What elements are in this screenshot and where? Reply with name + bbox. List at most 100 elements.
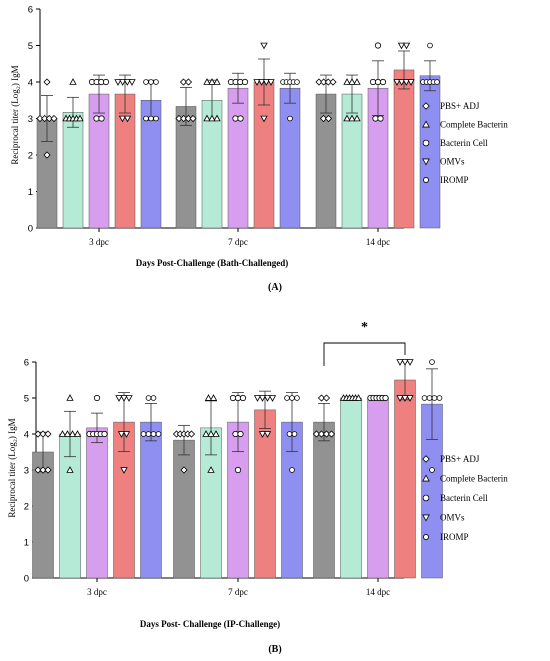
data-point	[153, 79, 159, 85]
data-point	[374, 78, 382, 86]
data-point	[120, 395, 128, 402]
data-point	[426, 395, 433, 401]
data-point	[43, 78, 51, 86]
x-tick-label: 14 dpc	[366, 587, 390, 597]
data-point	[41, 114, 49, 123]
data-point	[239, 394, 247, 402]
legend-label: IROMP	[440, 175, 469, 185]
data-point	[369, 78, 377, 86]
data-point	[66, 466, 74, 473]
data-point	[50, 114, 58, 123]
data-point	[262, 79, 271, 86]
data-point	[406, 395, 414, 402]
data-point	[143, 79, 149, 85]
y-tick-label: 6	[24, 358, 29, 369]
legend-label: PBS+ ADJ	[440, 101, 480, 111]
data-point	[393, 79, 401, 86]
data-point	[324, 114, 333, 123]
data-point	[34, 466, 42, 474]
legend-marker	[422, 139, 430, 147]
y-tick-label: 5	[24, 394, 29, 405]
panel-a-ylabel: Reciprocal titer (Log₂) IgM	[10, 65, 20, 164]
data-point	[73, 430, 82, 437]
data-point	[145, 431, 152, 437]
panel-b-chart: 0 1 2 3 4 5 6 3 dpc 7 dpc 14 dpc PBS+ ADJ Complete …	[24, 320, 509, 597]
data-point	[382, 394, 389, 402]
bar	[393, 69, 415, 229]
data-point	[115, 395, 123, 402]
data-point	[319, 114, 328, 123]
data-point	[44, 466, 52, 474]
data-point	[237, 430, 244, 438]
data-point	[189, 114, 197, 123]
data-point	[180, 114, 188, 123]
data-point	[397, 42, 406, 50]
data-point	[143, 115, 149, 122]
data-point	[202, 430, 210, 437]
bar	[340, 397, 362, 579]
data-point	[322, 394, 331, 402]
data-point	[212, 430, 220, 437]
data-point	[343, 114, 351, 122]
bar	[313, 421, 335, 579]
bar	[227, 87, 249, 229]
data-point	[421, 395, 428, 401]
data-point	[93, 394, 101, 402]
data-point	[237, 115, 244, 122]
data-point	[207, 430, 215, 437]
legend-label: PBS+ ADJ	[440, 454, 480, 464]
data-point	[123, 115, 132, 123]
data-point	[322, 430, 331, 438]
data-point	[407, 79, 415, 86]
data-point	[155, 431, 162, 437]
data-point	[180, 466, 188, 474]
data-point	[402, 79, 411, 86]
panel-a-label: (A)	[268, 282, 282, 293]
y-tick-label: 0	[28, 224, 33, 235]
panel-a-chart: 0 1 2 3 4 5 6 3 dpc 7 dpc 14 dpc PBS+ ADJ Complete …	[28, 5, 509, 248]
data-point	[289, 395, 295, 401]
data-point	[253, 395, 262, 402]
data-point	[379, 78, 387, 86]
y-tick-label: 6	[28, 5, 33, 16]
bar	[62, 112, 84, 229]
data-point	[148, 115, 154, 122]
data-point	[122, 431, 131, 438]
legend-marker	[422, 514, 430, 522]
y-tick-label: 5	[28, 41, 33, 52]
data-point	[320, 78, 328, 86]
y-tick-label: 2	[24, 502, 29, 513]
data-point	[406, 359, 414, 366]
data-point	[68, 430, 77, 437]
data-point	[317, 430, 326, 438]
data-point	[317, 394, 326, 402]
data-point	[353, 78, 361, 85]
data-point	[102, 78, 110, 86]
data-point	[294, 395, 300, 401]
data-point	[229, 394, 237, 402]
data-point	[354, 394, 363, 401]
data-point	[429, 467, 435, 473]
bar	[419, 75, 441, 229]
bar	[140, 421, 162, 579]
data-point	[184, 114, 192, 123]
data-point	[93, 115, 100, 122]
legend-marker	[422, 474, 430, 482]
data-point	[402, 42, 411, 50]
data-point	[145, 395, 152, 401]
data-point	[397, 79, 406, 86]
y-tick-label: 0	[24, 574, 29, 585]
bar	[254, 409, 276, 579]
data-point	[128, 79, 136, 86]
y-tick-label: 3	[28, 114, 33, 125]
data-point	[436, 395, 443, 401]
data-point	[429, 359, 435, 365]
data-point	[208, 78, 216, 85]
y-tick-label: 4	[24, 430, 29, 441]
data-point	[268, 395, 277, 402]
x-tick-label: 7 dpc	[228, 587, 248, 597]
bar	[88, 93, 110, 229]
data-point	[184, 78, 193, 86]
data-point	[148, 79, 154, 85]
data-point	[287, 115, 293, 122]
